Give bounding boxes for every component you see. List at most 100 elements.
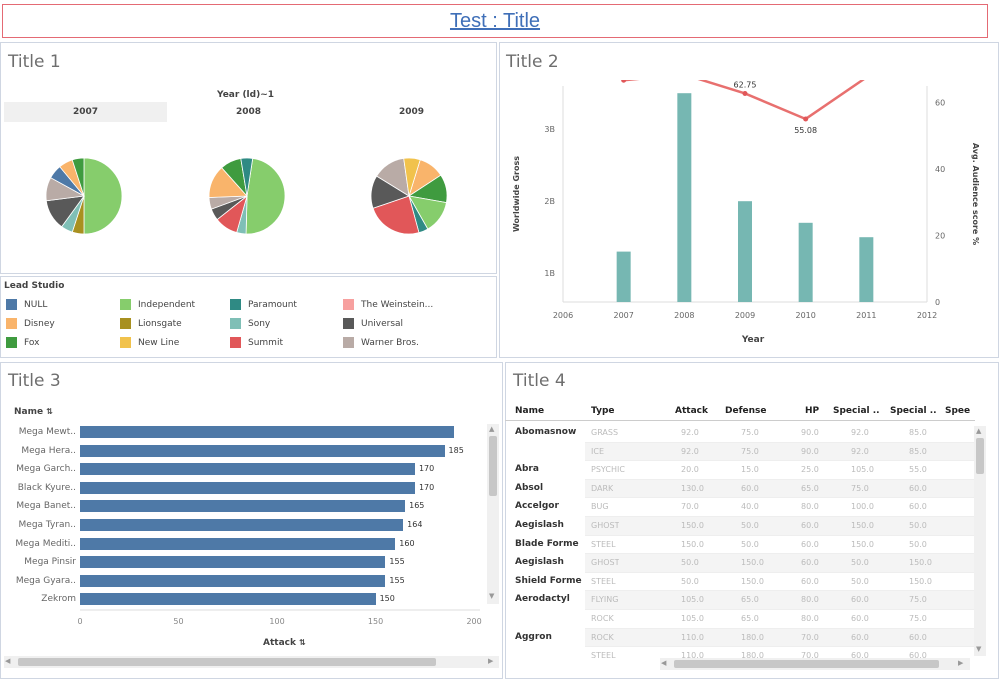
table-value-cell[interactable]: 85.0 [909, 446, 927, 456]
table-name-cell[interactable]: Blade Forme [515, 538, 579, 549]
table-row[interactable] [585, 610, 975, 629]
legend-item[interactable]: NULL [6, 299, 47, 311]
bar-category-label[interactable]: Mega Pinsir [24, 557, 76, 568]
table-value-cell[interactable]: 60.0 [909, 632, 927, 642]
table-value-cell[interactable]: 40.0 [741, 502, 759, 512]
attack-sort-icon[interactable]: ⇅ [299, 638, 306, 647]
pie-slice[interactable] [83, 157, 123, 235]
table-value-cell[interactable]: 70.0 [801, 651, 819, 658]
sort-icon[interactable]: ⇅ [46, 407, 53, 416]
pie-charts[interactable] [0, 140, 497, 250]
table-value-cell[interactable]: 150.0 [909, 558, 932, 568]
legend-item[interactable]: New Line [120, 337, 179, 349]
table-value-cell[interactable]: 60.0 [801, 539, 819, 549]
year-header-2008[interactable]: 2008 [235, 107, 262, 117]
table-value-cell[interactable]: 75.0 [909, 595, 927, 605]
table-type-cell[interactable]: STEEL [591, 576, 616, 586]
table-type-cell[interactable]: GHOST [591, 521, 620, 530]
pie-slice[interactable] [71, 157, 85, 197]
table-value-cell[interactable]: 110.0 [681, 651, 704, 658]
attack-bar[interactable] [80, 593, 376, 606]
table-type-cell[interactable]: STEEL [591, 651, 616, 658]
sheet3-vscroll-thumb[interactable] [489, 436, 497, 496]
table-row[interactable] [585, 572, 975, 592]
sheet3-scroll-up-icon[interactable]: ▲ [489, 425, 495, 433]
table-row[interactable] [585, 498, 975, 517]
table-name-cell[interactable]: Aegislash [515, 520, 564, 530]
table-header[interactable]: Spee [945, 406, 971, 416]
table-name-cell[interactable]: Absol [515, 482, 544, 493]
table-value-cell[interactable]: 50.0 [909, 521, 927, 530]
sheet4-scroll-left-icon[interactable]: ◀ [661, 659, 667, 667]
table-value-cell[interactable]: 92.0 [851, 446, 869, 456]
table-value-cell[interactable]: 55.0 [909, 465, 927, 475]
attack-bar[interactable] [80, 500, 406, 513]
gross-bar[interactable] [859, 237, 874, 302]
table-value-cell[interactable]: 75.0 [909, 614, 927, 623]
table-row[interactable] [585, 461, 975, 480]
table-value-cell[interactable]: 150.0 [741, 558, 764, 568]
table-row[interactable] [585, 442, 975, 462]
table-type-cell[interactable]: ROCK [591, 632, 614, 642]
table-value-cell[interactable]: 50.0 [741, 539, 759, 549]
table-value-cell[interactable]: 150.0 [851, 539, 874, 549]
gross-bar[interactable] [677, 93, 692, 302]
table-value-cell[interactable]: 60.0 [909, 651, 927, 658]
table-value-cell[interactable]: 70.0 [801, 632, 819, 642]
bar-category-label[interactable]: Mega Garch.. [16, 464, 76, 475]
table-value-cell[interactable]: 100.0 [851, 502, 874, 512]
table-name-cell[interactable]: Shield Forme [515, 575, 582, 586]
sheet3-scroll-down-icon[interactable]: ▼ [489, 592, 495, 600]
table-value-cell[interactable]: 60.0 [909, 483, 927, 493]
table-value-cell[interactable]: 50.0 [681, 576, 699, 586]
legend-item[interactable]: Disney [6, 318, 55, 330]
table-name-cell[interactable]: Aerodactyl [515, 594, 570, 605]
legend-item[interactable]: Sony [230, 318, 270, 330]
table-header[interactable]: Type [591, 406, 615, 416]
table-value-cell[interactable]: 60.0 [851, 614, 869, 623]
table-value-cell[interactable]: 90.0 [801, 446, 819, 456]
table-value-cell[interactable]: 50.0 [909, 539, 927, 549]
gross-bar[interactable] [798, 222, 813, 302]
year-header-2009[interactable]: 2009 [398, 107, 425, 117]
bar-category-label[interactable]: Mega Banet.. [16, 501, 76, 512]
table-value-cell[interactable]: 150.0 [681, 539, 704, 549]
table-type-cell[interactable]: GHOST [591, 558, 620, 568]
table-value-cell[interactable]: 50.0 [851, 558, 869, 568]
table-row[interactable] [585, 535, 975, 555]
table-value-cell[interactable]: 50.0 [851, 576, 869, 586]
table-name-cell[interactable]: Accelgor [515, 501, 559, 512]
pie-slice[interactable] [403, 157, 421, 197]
sheet4-scroll-down-icon[interactable]: ▼ [976, 645, 982, 653]
data-table[interactable]: Name Type Attack Defense HP Special .. Special… [505, 400, 975, 658]
bar-category-label[interactable]: Zekrom [41, 594, 76, 605]
pie-slice[interactable] [240, 157, 254, 197]
horizontal-bar-chart[interactable]: Mega Mewt.. Mega Hera.. 185 Mega Garch.. 170… [0, 424, 485, 614]
legend-item[interactable]: The Weinstein... [343, 299, 433, 311]
table-value-cell[interactable]: 60.0 [851, 651, 869, 658]
table-value-cell[interactable]: 130.0 [681, 483, 704, 493]
table-value-cell[interactable]: 20.0 [681, 465, 699, 475]
attack-bar[interactable] [80, 556, 386, 569]
table-value-cell[interactable]: 92.0 [851, 428, 869, 437]
sheet4-vscroll-thumb[interactable] [976, 438, 984, 474]
table-type-cell[interactable]: STEEL [591, 539, 616, 549]
legend-item[interactable]: Fox [6, 337, 39, 349]
sheet4-hscroll-thumb[interactable] [674, 660, 939, 668]
legend-item[interactable]: Paramount [230, 299, 297, 311]
table-value-cell[interactable]: 60.0 [741, 483, 759, 493]
legend-item[interactable]: Summit [230, 337, 283, 349]
legend-item[interactable]: Lionsgate [120, 318, 182, 330]
table-value-cell[interactable]: 80.0 [801, 502, 819, 512]
table-type-cell[interactable]: BUG [591, 502, 609, 512]
table-type-cell[interactable]: PSYCHIC [591, 465, 625, 475]
table-row[interactable] [585, 647, 975, 658]
table-header[interactable]: Attack [675, 406, 708, 416]
table-value-cell[interactable]: 105.0 [681, 595, 704, 605]
sheet4-scroll-right-icon[interactable]: ▶ [958, 659, 964, 667]
sheet4-hscrollbar[interactable]: ◀ ▶ [660, 658, 970, 670]
table-header[interactable]: Defense [725, 406, 767, 416]
table-value-cell[interactable]: 105.0 [681, 614, 704, 623]
table-value-cell[interactable]: 50.0 [681, 558, 699, 568]
table-value-cell[interactable]: 75.0 [741, 428, 759, 437]
